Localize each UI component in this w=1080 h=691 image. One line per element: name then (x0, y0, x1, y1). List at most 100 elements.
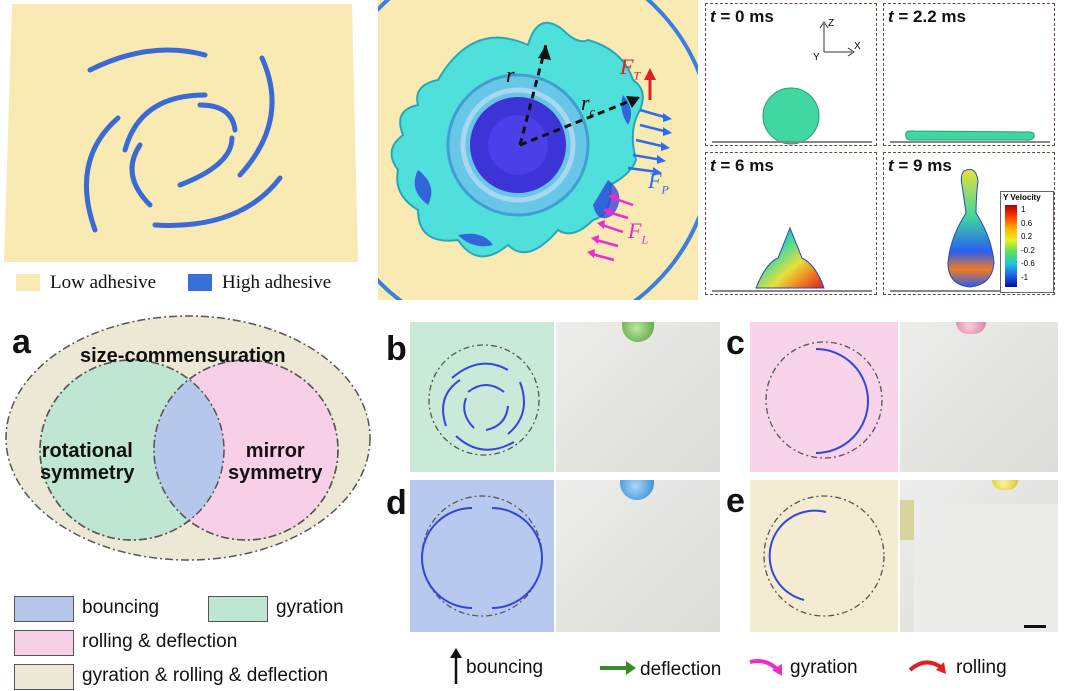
fp-arrowheads (653, 113, 672, 176)
deflection-arrowhead (626, 661, 636, 675)
panel-c-photo (900, 322, 1058, 472)
colorbar-tick: 1 (1021, 205, 1026, 214)
colorbar-tick: -0.6 (1021, 259, 1035, 269)
gyration-arrow (749, 659, 780, 672)
spiral-tracks (83, 47, 283, 233)
trailing-droplet-edge (900, 500, 914, 540)
rotational-symmetry-label: rotational symmetry (40, 440, 135, 484)
droplet-core-highlight (488, 115, 548, 175)
velocity-colorbar: Y Velocity 1 0.6 0.2 -0.2 -0.6 -1 (1000, 191, 1054, 293)
droplet-spread (905, 130, 1035, 141)
green-droplet (622, 322, 654, 342)
panel-c-pattern (750, 322, 898, 472)
radius-rc-label: rc (581, 90, 595, 119)
panel-d-photo (556, 480, 720, 632)
panel-b-pattern (410, 322, 554, 472)
panel-b-svg (428, 344, 540, 456)
spiral-surface-svg (4, 4, 358, 262)
sim-frame-9ms-label: t = 9 ms (888, 156, 952, 175)
bouncing-arrowhead (450, 648, 462, 658)
colorbar-tick: -0.2 (1021, 245, 1035, 255)
droplet-sphere (762, 87, 820, 145)
blue-droplet (620, 480, 654, 500)
venn-diagram: size-commensuration rotational symmetry … (0, 312, 380, 572)
sim-frame-0ms-svg: Z Y X (712, 18, 872, 145)
panel-a-label: a (12, 323, 31, 361)
ft-arrowhead (644, 68, 656, 80)
panel-e-svg (763, 495, 885, 617)
boundary-circle (428, 344, 540, 456)
sim-frame-0ms: t = 0 ms Z Y X (705, 3, 877, 146)
ft-label: FT (620, 54, 641, 83)
boundary-circle (763, 495, 885, 617)
arc-track-c (815, 348, 869, 454)
panel-e-label: e (726, 482, 745, 520)
mirror-symmetry-label: mirror symmetry (228, 440, 323, 484)
rotational-circle-outline (39, 359, 225, 541)
sim-frame-6ms: t = 6 ms (705, 152, 877, 295)
spiral-tracks-b (442, 362, 525, 451)
sim-frame-6ms-label: t = 6 ms (710, 156, 774, 175)
droplet-9ms (947, 168, 995, 288)
sim-frame-2-2ms: t = 2.2 ms (883, 3, 1055, 146)
sim-frame-6ms-svg (712, 226, 872, 292)
panel-b-label: b (386, 330, 407, 368)
sim-frame-2-2ms-svg (890, 130, 1050, 143)
radius-lines (518, 44, 641, 147)
scale-bar (1024, 625, 1046, 628)
low-adhesive-label: Low adhesive (50, 272, 157, 293)
droplet-core-ring (460, 87, 576, 203)
radius-arrowhead-rc (626, 96, 640, 108)
key-gyration-text: gyration (790, 657, 858, 678)
radius-r-label: r (506, 62, 515, 87)
legend-rolling-text: rolling & deflection (82, 631, 238, 652)
boundary-circle (765, 341, 883, 459)
high-adhesive-swatch (188, 274, 212, 291)
rolling-arrowhead (936, 662, 946, 674)
legend-rolling-swatch (14, 630, 74, 656)
colorbar-tick: -1 (1021, 272, 1029, 282)
axis-x-label: X (854, 41, 861, 52)
fl-label: FL (628, 218, 649, 247)
axis-gizmo (819, 21, 855, 57)
droplet-force-diagram: r rc FT FP FL (378, 0, 698, 300)
legend-combined-swatch (14, 664, 74, 690)
boundary-circle (421, 495, 543, 617)
legend-gyration-swatch (208, 596, 268, 622)
radius-arrowhead-r (538, 45, 551, 60)
overlapping-frame (914, 504, 1058, 632)
fl-arrows (591, 196, 634, 262)
colorbar-gradient (1005, 205, 1017, 287)
sim-frame-0ms-label: t = 0 ms (710, 7, 774, 26)
fl-arrowheads (587, 193, 616, 258)
colorbar-tick: 0.6 (1021, 218, 1033, 228)
arc-track-d-right (491, 507, 543, 609)
rotational-line-2: symmetry (40, 462, 135, 484)
fp-label: FP (648, 168, 669, 197)
arc-track-d-left (421, 507, 473, 609)
droplet-contact-patches (414, 95, 632, 247)
legend-bouncing-swatch (14, 596, 74, 622)
panel-d-svg (421, 495, 543, 617)
panel-e-pattern (750, 480, 898, 632)
droplet-force-svg (378, 0, 698, 300)
arc-track-e (768, 509, 827, 601)
legend-gyration-text: gyration (276, 597, 344, 618)
mirror-circle-outline (153, 359, 339, 541)
mirror-line-2: symmetry (228, 462, 323, 484)
spiral-surface-figure: Low adhesive High adhesive (0, 0, 365, 300)
panel-b-photo (556, 322, 720, 472)
venn-svg (5, 315, 371, 561)
panel-e-photo (900, 480, 1058, 632)
colorbar-ticks: 1 0.6 0.2 -0.2 -0.6 -1 (1021, 203, 1035, 285)
legend-bouncing-text: bouncing (82, 597, 160, 618)
rotational-line-1: rotational (41, 440, 133, 462)
high-adhesive-label: High adhesive (222, 272, 332, 293)
panel-d-label: d (386, 484, 407, 522)
low-adhesive-swatch (16, 274, 40, 291)
mirror-line-1: mirror (245, 440, 305, 462)
colorbar-title: Y Velocity (1003, 193, 1041, 202)
rolling-arrow (908, 660, 944, 672)
pink-droplet (956, 322, 986, 334)
yellow-droplet (992, 480, 1018, 490)
